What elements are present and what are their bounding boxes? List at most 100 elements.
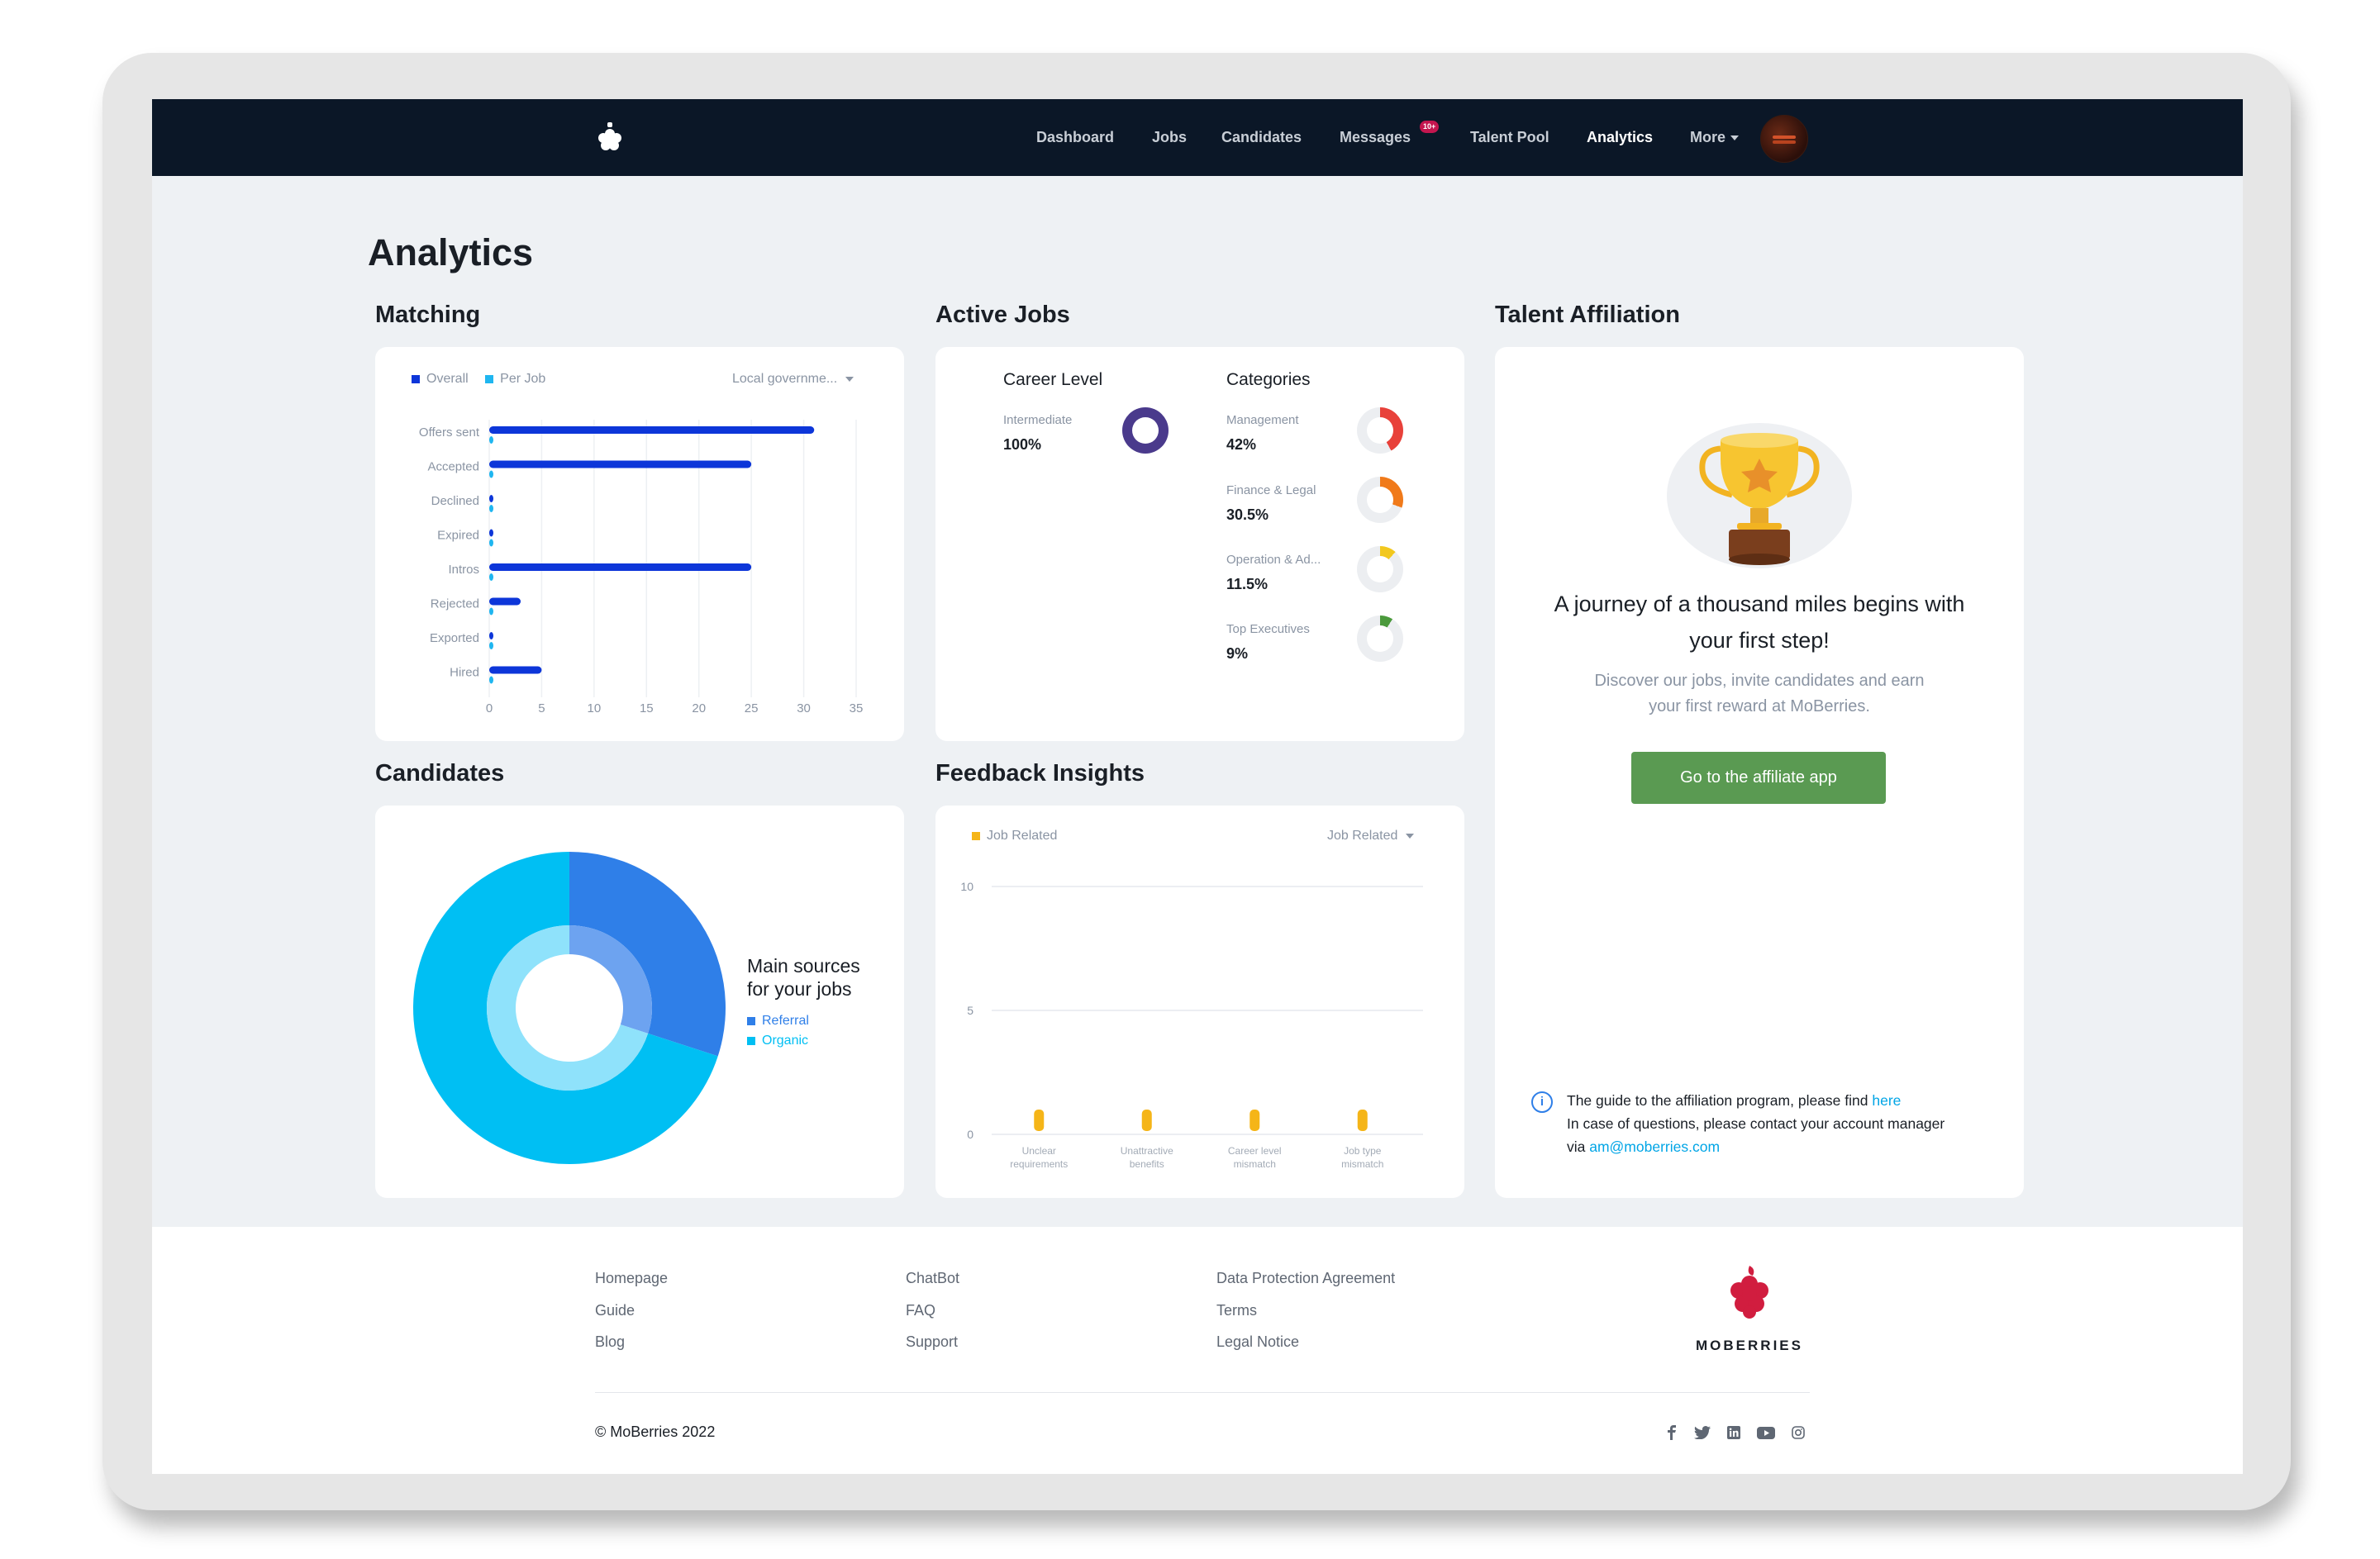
affiliation-info-line-1: The guide to the affiliation program, pl… (1567, 1092, 1873, 1109)
feedback-legend: Job Related (972, 829, 1057, 844)
youtube-icon[interactable] (1757, 1427, 1775, 1439)
footer-link-guide[interactable]: Guide (595, 1302, 635, 1319)
bar-per-job (489, 642, 493, 649)
chevron-down-icon (1730, 135, 1740, 141)
bar-job-related (1141, 1110, 1152, 1131)
bar-overall (489, 632, 493, 639)
legend-overall: Overall (426, 372, 469, 386)
matching-card: Overall Per Job Local governme... 0 5 10 15… (375, 347, 904, 741)
category-label: Intros (448, 563, 479, 577)
category-label: Offers sent (419, 425, 480, 440)
footer-link-homepage[interactable]: Homepage (595, 1270, 669, 1286)
bar-job-related (1250, 1110, 1260, 1131)
category-donut (1357, 546, 1403, 592)
nav-jobs[interactable]: Jobs (1152, 129, 1188, 145)
info-icon: i (1531, 1091, 1553, 1113)
candidates-legend: Referral Organic (747, 1011, 809, 1051)
bar-overall (489, 426, 815, 434)
candidates-title: Candidates (375, 760, 505, 787)
category-name: Management (1226, 413, 1299, 427)
x-tick-label: 0 (486, 701, 493, 715)
affiliation-info-line-3: via (1567, 1138, 1590, 1155)
category-donut (1357, 407, 1403, 454)
matching-filter-dropdown[interactable]: Local governme... (732, 372, 854, 387)
category-value: 9% (1226, 645, 1249, 662)
legend-per-job-swatch (485, 374, 494, 383)
affiliation-headline-line-2: your first step! (1689, 628, 1830, 653)
facebook-icon[interactable] (1666, 1425, 1678, 1440)
x-tick-label: Job type (1344, 1145, 1382, 1157)
guide-link[interactable]: here (1872, 1092, 1902, 1109)
go-to-affiliate-app-button[interactable]: Go to the affiliate app (1631, 752, 1886, 804)
bar-per-job (489, 505, 493, 512)
matching-bar-chart: 0 5 10 15 20 25 30 35 Offers sent Accepted Decline… (419, 420, 864, 715)
twitter-icon[interactable] (1694, 1426, 1711, 1439)
affiliation-headline-line-1: A journey of a thousand miles begins wit… (1554, 592, 1965, 616)
category-value: 11.5% (1226, 576, 1269, 592)
slice-referral (569, 852, 726, 1057)
footer-link-terms[interactable]: Terms (1216, 1302, 1257, 1319)
app-screen: Dashboard Jobs Candidates Messages 10+ T… (152, 99, 2243, 1474)
brand-wordmark: MOBERRIES (1696, 1338, 1803, 1353)
candidates-legend-title: Main sources for your jobs (747, 954, 860, 1001)
bar-per-job (489, 607, 493, 616)
feedback-filter-dropdown[interactable]: Job Related (1327, 829, 1415, 844)
legend-per-job: Per Job (500, 372, 546, 386)
footer-link-chatbot[interactable]: ChatBot (906, 1270, 960, 1286)
legend-overall-swatch (412, 374, 420, 383)
nav-talent-pool[interactable]: Talent Pool (1470, 129, 1549, 145)
moberries-logo-icon[interactable] (595, 121, 625, 154)
inner-slice-referral (569, 925, 652, 1034)
category-name: Finance & Legal (1226, 483, 1316, 497)
legend-referral: Referral (762, 1014, 809, 1028)
x-tick-label: 15 (640, 701, 654, 715)
x-tick-label: 35 (850, 701, 864, 715)
bar-per-job (489, 436, 493, 444)
feedback-insights-title: Feedback Insights (935, 760, 1145, 787)
affiliation-info-line-2: In case of questions, please contact you… (1567, 1115, 1945, 1132)
y-tick-label: 10 (960, 880, 973, 893)
x-tick-label: 10 (588, 701, 602, 715)
candidates-legend-title-line-2: for your jobs (747, 978, 852, 1000)
x-tick-label: Career level (1228, 1145, 1282, 1157)
footer-link-support[interactable]: Support (906, 1333, 959, 1350)
legend-organic-swatch (747, 1036, 755, 1045)
nav-analytics[interactable]: Analytics (1587, 129, 1654, 145)
candidates-legend-title-line-1: Main sources (747, 955, 860, 977)
user-avatar[interactable] (1760, 115, 1808, 163)
category-label: Rejected (431, 597, 479, 611)
bar-overall (489, 460, 752, 468)
matching-filter-value: Local governme... (732, 372, 838, 386)
nav-candidates[interactable]: Candidates (1221, 129, 1302, 145)
slice-organic (413, 852, 718, 1164)
career-level-header: Career Level (1003, 370, 1103, 389)
category-label: Accepted (427, 460, 479, 474)
x-tick-label: benefits (1130, 1158, 1164, 1170)
category-value: 30.5% (1226, 506, 1269, 523)
footer: Homepage Guide Blog ChatBot FAQ Support … (152, 1227, 2243, 1474)
category-label: Hired (450, 666, 479, 680)
category-value: 42% (1226, 436, 1257, 453)
footer-link-data-protection[interactable]: Data Protection Agreement (1216, 1270, 1396, 1286)
feedback-insights-card: Job Related Job Related 0 5 10 Unclear requi… (935, 806, 1464, 1198)
active-jobs-card: Career Level Categories Intermediate 100… (935, 347, 1464, 741)
bar-per-job (489, 539, 493, 547)
bar-overall (489, 529, 493, 537)
nav-more[interactable]: More (1690, 99, 1740, 176)
account-manager-email-link[interactable]: am@moberries.com (1589, 1138, 1721, 1155)
copyright: © MoBerries 2022 (595, 1424, 716, 1440)
bar-job-related (1034, 1110, 1045, 1131)
nav-dashboard[interactable]: Dashboard (1036, 129, 1115, 145)
page-title: Analytics (368, 231, 534, 273)
instagram-icon[interactable] (1792, 1426, 1805, 1439)
footer-link-legal-notice[interactable]: Legal Notice (1216, 1333, 1300, 1350)
footer-link-blog[interactable]: Blog (595, 1333, 626, 1350)
bar-overall (489, 597, 521, 606)
footer-link-faq[interactable]: FAQ (906, 1302, 936, 1319)
x-tick-label: 5 (538, 701, 545, 715)
linkedin-icon[interactable] (1727, 1426, 1740, 1439)
moberries-brand-logo-icon[interactable] (1726, 1264, 1773, 1324)
nav-messages[interactable]: Messages (1340, 129, 1411, 145)
feedback-filter-value: Job Related (1327, 829, 1398, 843)
